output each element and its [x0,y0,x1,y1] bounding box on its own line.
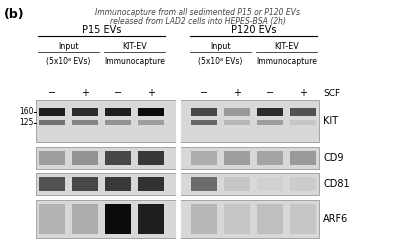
Bar [36,200,319,238]
Bar [36,173,319,195]
Bar [105,177,131,191]
Text: Immunocapture: Immunocapture [256,57,317,66]
Text: −: − [114,88,122,98]
Bar [257,120,283,125]
Bar [257,108,283,116]
Text: SCF: SCF [323,89,340,98]
Bar [290,204,316,234]
Bar [39,177,65,191]
Bar [39,120,65,125]
Bar [191,151,217,165]
Bar [191,108,217,116]
Bar [105,120,131,125]
Bar [72,177,98,191]
Text: released from LAD2 cells into HEPES-BSA (2h): released from LAD2 cells into HEPES-BSA … [109,17,286,26]
Bar [72,108,98,116]
Text: Input: Input [58,42,79,51]
Bar [39,108,65,116]
Bar [138,120,164,125]
Bar [290,177,316,191]
Text: KIT: KIT [323,116,338,126]
Bar [224,177,250,191]
Bar [39,204,65,234]
Text: +: + [233,88,241,98]
Text: +: + [299,88,307,98]
Text: P120 EVs: P120 EVs [231,25,276,35]
Bar [72,120,98,125]
Text: +: + [81,88,89,98]
Bar [138,204,164,234]
Text: 125: 125 [20,118,34,127]
Text: 160: 160 [20,107,34,116]
Bar [290,120,316,125]
Bar [138,177,164,191]
Text: −: − [266,88,274,98]
Bar [36,100,319,142]
Bar [105,151,131,165]
Bar [105,108,131,116]
Text: +: + [147,88,155,98]
Text: CD81: CD81 [323,179,350,189]
Bar [39,151,65,165]
Bar [224,108,250,116]
Bar [290,108,316,116]
Bar [36,147,319,169]
Bar [290,151,316,165]
Text: ARF6: ARF6 [323,214,348,224]
Bar [224,204,250,234]
Text: P15 EVs: P15 EVs [82,25,121,35]
Text: (5x10⁸ EVs): (5x10⁸ EVs) [198,57,243,66]
Bar [72,204,98,234]
Bar [72,151,98,165]
Text: −: − [48,88,56,98]
Text: KIT-EV: KIT-EV [122,42,147,51]
Text: (5x10⁸ EVs): (5x10⁸ EVs) [47,57,91,66]
Text: Immunocapture from all sedimented P15 or P120 EVs: Immunocapture from all sedimented P15 or… [95,8,300,17]
Bar [105,204,131,234]
Bar [191,177,217,191]
Bar [224,120,250,125]
Bar [257,177,283,191]
Bar [191,120,217,125]
Text: −: − [200,88,208,98]
Bar [257,204,283,234]
Bar [138,151,164,165]
Bar [257,151,283,165]
Text: Immunocapture: Immunocapture [104,57,165,66]
Bar [191,204,217,234]
Text: CD9: CD9 [323,153,344,163]
Text: (b): (b) [4,8,24,21]
Bar [138,108,164,116]
Bar [224,151,250,165]
Text: Input: Input [210,42,231,51]
Text: KIT-EV: KIT-EV [274,42,299,51]
